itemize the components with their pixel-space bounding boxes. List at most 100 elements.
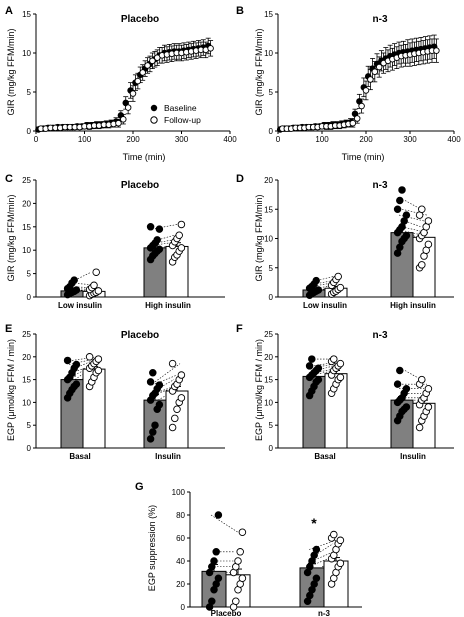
panel-f-title: n-3 [373, 330, 388, 341]
data-point-follow-up [238, 528, 247, 537]
data-point-follow-up [336, 559, 345, 568]
data-point-baseline [72, 286, 81, 294]
data-point-baseline [393, 205, 402, 213]
y-tick-label: 20 [22, 199, 31, 208]
data-point-baseline [149, 428, 157, 436]
y-tick-label: 10 [264, 49, 273, 58]
data-point-baseline [72, 380, 81, 388]
data-point-follow-up [433, 47, 440, 54]
data-point-baseline [208, 597, 216, 606]
panel-e-category-insulin: Insulin [155, 452, 181, 461]
panel-e-plot [60, 353, 189, 449]
data-point-follow-up [92, 268, 100, 276]
y-tick-label: 20 [176, 580, 185, 589]
data-point-baseline [214, 511, 223, 519]
y-tick-label: 10 [264, 235, 273, 244]
y-tick-label: 15 [22, 10, 31, 19]
data-point-baseline [146, 378, 155, 386]
panel-e-y-axis-label: EGP (μmol/kg FFM / min) [6, 339, 16, 441]
data-point-follow-up [115, 119, 122, 127]
data-point-baseline [72, 360, 81, 369]
panel-d-category-high-insulin: High insulin [390, 301, 436, 310]
data-point-follow-up [424, 240, 433, 249]
data-point-follow-up [371, 68, 379, 75]
legend-label-follow-up: Follow-up [164, 115, 201, 125]
panel-f: F n-3 EGP (μmol/kg FFM / min) 0 5 10 15 20 25… [236, 323, 454, 461]
panel-a-ticks: 0 5 10 15 0 100 200 300 400 [22, 10, 237, 144]
x-tick-label: 100 [78, 135, 92, 144]
bar-group-0 [302, 272, 348, 299]
x-tick-label: 200 [359, 135, 373, 144]
panel-b-ticks: 0 5 10 15 0 100 200 300 400 [264, 10, 461, 144]
data-point-baseline [402, 211, 411, 219]
data-point-follow-up [168, 359, 177, 368]
bar-group-1 [299, 530, 349, 608]
paired-line [404, 370, 422, 380]
legend-marker-baseline [150, 104, 158, 112]
data-point-baseline [314, 375, 323, 384]
data-point-follow-up [418, 261, 426, 269]
y-tick-label: 40 [176, 557, 185, 566]
bar-group-0 [60, 268, 106, 300]
panel-c-category-high-insulin: High insulin [145, 301, 191, 310]
data-point-follow-up [90, 281, 98, 290]
panel-d-plot [302, 186, 436, 299]
data-point-baseline [214, 574, 223, 583]
data-point-baseline [314, 364, 323, 372]
panel-d-title: n-3 [373, 180, 388, 191]
panel-b-y-axis-label: GIR (mg/kg FFM/min) [254, 28, 264, 115]
data-point-follow-up [134, 77, 142, 85]
panel-a-plot [35, 37, 214, 133]
data-point-baseline [308, 355, 316, 363]
data-point-follow-up [375, 63, 383, 71]
panel-d-category-low-insulin: Low insulin [303, 301, 347, 310]
y-tick-label: 0 [269, 293, 274, 302]
data-point-baseline [63, 356, 72, 365]
y-tick-label: 15 [264, 205, 273, 214]
panel-a: A Placebo GIR (mg/kg FFM/min) Time (min)… [5, 5, 237, 162]
data-point-follow-up [236, 548, 244, 556]
y-tick-label: 60 [176, 534, 185, 543]
panel-letter-b: B [236, 5, 244, 17]
y-tick-label: 10 [22, 246, 31, 255]
panel-a-legend: Baseline Follow-up [150, 103, 201, 125]
x-tick-label: 0 [34, 135, 39, 144]
data-point-follow-up [94, 366, 103, 375]
panel-e-title: Placebo [121, 330, 159, 341]
data-point-follow-up [171, 414, 179, 423]
data-point-follow-up [177, 394, 186, 402]
legend-marker-follow-up [150, 116, 158, 124]
panel-letter-d: D [236, 173, 244, 185]
panel-c: C Placebo GIR (mg/kg FFM/min) 0 5 10 15 20 25… [5, 173, 225, 310]
data-point-follow-up [418, 375, 426, 384]
panel-b-plot [276, 34, 440, 133]
data-point-follow-up [353, 115, 361, 122]
data-point-follow-up [120, 116, 127, 123]
data-point-follow-up [144, 62, 151, 69]
data-point-follow-up [424, 384, 433, 393]
legend-label-baseline: Baseline [164, 103, 197, 113]
x-tick-label: 100 [315, 135, 329, 144]
data-point-follow-up [336, 283, 345, 292]
panel-e-category-basal: Basal [69, 452, 90, 461]
y-tick-label: 80 [176, 511, 185, 520]
data-point-follow-up [177, 220, 186, 229]
data-point-baseline [398, 186, 406, 194]
y-tick-label: 10 [22, 49, 31, 58]
data-point-follow-up [349, 119, 357, 127]
y-tick-label: 5 [27, 270, 32, 279]
panel-e-ticks: 0 5 10 15 20 25 [22, 330, 225, 453]
data-point-follow-up [149, 57, 156, 65]
bar-group-0 [60, 353, 106, 449]
data-point-follow-up [173, 405, 181, 413]
data-point-follow-up [415, 423, 424, 432]
data-point-follow-up [367, 76, 374, 83]
data-point-follow-up [234, 557, 242, 565]
y-tick-label: 0 [181, 603, 186, 612]
panel-letter-c: C [5, 173, 13, 185]
panel-f-category-basal: Basal [314, 452, 335, 461]
paired-line [154, 363, 181, 383]
data-point-baseline [312, 574, 321, 583]
data-point-follow-up [336, 359, 345, 368]
panel-letter-a: A [5, 5, 13, 17]
